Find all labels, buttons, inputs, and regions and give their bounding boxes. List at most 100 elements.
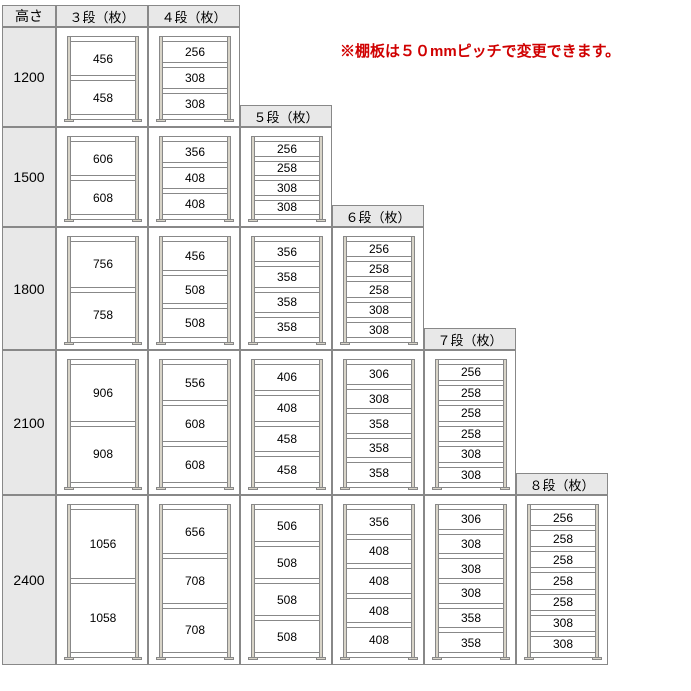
shelf-gap-label: 358 bbox=[277, 321, 297, 333]
rack-shelf bbox=[254, 541, 320, 547]
shelf-gap-label: 308 bbox=[461, 538, 481, 550]
rack-post bbox=[411, 504, 415, 658]
rack-shelf bbox=[162, 553, 228, 559]
rack: 356358358358 bbox=[251, 236, 323, 343]
shelf-gap-label: 458 bbox=[277, 433, 297, 445]
cell-2100-3: 906908 bbox=[56, 350, 148, 495]
col-header-8: ８段（枚） bbox=[516, 473, 608, 495]
rack-shelf bbox=[254, 214, 320, 220]
rack-post bbox=[159, 36, 163, 120]
height-label-1500: 1500 bbox=[2, 127, 56, 227]
shelf-gap-label: 408 bbox=[369, 545, 389, 557]
cell-2400-4: 656708708 bbox=[148, 495, 240, 665]
height-label-2400: 2400 bbox=[2, 495, 56, 665]
shelf-gap-label: 458 bbox=[93, 92, 113, 104]
rack-shelf bbox=[254, 451, 320, 457]
cell-2400-3: 10561058 bbox=[56, 495, 148, 665]
cell-1800-6: 256258258308308 bbox=[332, 227, 424, 350]
shelf-gap-label: 606 bbox=[93, 153, 113, 165]
rack-post bbox=[411, 236, 415, 343]
shelf-gap-label: 358 bbox=[461, 612, 481, 624]
rack-shelf bbox=[162, 400, 228, 406]
shelf-gap-label: 256 bbox=[461, 366, 481, 378]
shelf-gap-label: 258 bbox=[553, 575, 573, 587]
shelf-gap-label: 308 bbox=[277, 201, 297, 213]
shelf-gap-label: 456 bbox=[185, 250, 205, 262]
rack-shelf bbox=[162, 303, 228, 309]
shelf-gap-label: 258 bbox=[461, 407, 481, 419]
rack-shelf bbox=[346, 652, 412, 658]
cell-1200-3: 456 458 bbox=[56, 27, 148, 127]
shelf-gap-label: 358 bbox=[369, 418, 389, 430]
col-header-4: ４段（枚） bbox=[148, 5, 240, 27]
rack-shelf bbox=[254, 390, 320, 396]
shelf-gap-label: 508 bbox=[185, 284, 205, 296]
shelf-gap-label: 356 bbox=[369, 516, 389, 528]
cell-1500-4: 356408408 bbox=[148, 127, 240, 227]
shelf-gap-label: 258 bbox=[461, 387, 481, 399]
rack-shelf bbox=[530, 567, 596, 573]
rack-shelf bbox=[438, 553, 504, 559]
cell-2100-6: 306308358358358 bbox=[332, 350, 424, 495]
shelf-gap-label: 456 bbox=[93, 53, 113, 65]
cell-1800-3: 756758 bbox=[56, 227, 148, 350]
rack-shelf bbox=[162, 136, 228, 142]
shelf-gap-label: 708 bbox=[185, 575, 205, 587]
rack: 556608608 bbox=[159, 359, 231, 488]
rack: 656708708 bbox=[159, 504, 231, 658]
shelf-gap-label: 308 bbox=[185, 72, 205, 84]
rack-shelf bbox=[254, 615, 320, 621]
shelf-gap-label: 656 bbox=[185, 526, 205, 538]
rack-shelf bbox=[346, 317, 412, 323]
rack-shelf bbox=[346, 297, 412, 303]
rack-shelf bbox=[530, 504, 596, 510]
rack-shelf bbox=[70, 175, 136, 181]
rack-shelf bbox=[162, 88, 228, 94]
rack: 456508508 bbox=[159, 236, 231, 343]
rack: 256308308 bbox=[159, 36, 231, 120]
rack-shelf bbox=[346, 337, 412, 343]
rack-shelf bbox=[346, 534, 412, 540]
rack-shelf bbox=[254, 337, 320, 343]
rack-shelf bbox=[254, 312, 320, 318]
rack-post bbox=[227, 36, 231, 120]
shelf-gap-label: 358 bbox=[277, 271, 297, 283]
rack: 256258308308 bbox=[251, 136, 323, 220]
rack-shelf bbox=[70, 136, 136, 142]
rack-shelf bbox=[346, 276, 412, 282]
rack-shelf bbox=[70, 337, 136, 343]
shelf-gap-label: 358 bbox=[277, 296, 297, 308]
rack-shelf bbox=[70, 287, 136, 293]
shelf-gap-label: 308 bbox=[185, 98, 205, 110]
rack-shelf bbox=[438, 380, 504, 386]
rack-shelf bbox=[70, 114, 136, 120]
cell-2100-7: 256258258258308308 bbox=[424, 350, 516, 495]
shelf-gap-label: 258 bbox=[369, 284, 389, 296]
rack: 356408408 bbox=[159, 136, 231, 220]
shelf-gap-label: 258 bbox=[369, 263, 389, 275]
cell-1800-4: 456508508 bbox=[148, 227, 240, 350]
rack-shelf bbox=[346, 384, 412, 390]
shelf-gap-label: 256 bbox=[553, 512, 573, 524]
rack-post bbox=[227, 359, 231, 488]
height-label-1800: 1800 bbox=[2, 227, 56, 350]
rack-shelf bbox=[346, 622, 412, 628]
cell-2400-5: 506508508508 bbox=[240, 495, 332, 665]
shelf-gap-label: 256 bbox=[369, 243, 389, 255]
rack-shelf bbox=[346, 457, 412, 463]
rack-shelf bbox=[438, 578, 504, 584]
rack: 456 458 bbox=[67, 36, 139, 120]
rack: 406408458458 bbox=[251, 359, 323, 488]
rack-shelf bbox=[162, 162, 228, 168]
shelf-gap-label: 408 bbox=[369, 575, 389, 587]
rack-shelf bbox=[162, 504, 228, 510]
rack-shelf bbox=[346, 408, 412, 414]
rack-shelf bbox=[346, 563, 412, 569]
cell-1500-5: 256258308308 bbox=[240, 127, 332, 227]
rack: 756758 bbox=[67, 236, 139, 343]
rack-shelf bbox=[162, 270, 228, 276]
shelf-gap-label: 758 bbox=[93, 309, 113, 321]
shelf-gap-label: 258 bbox=[277, 162, 297, 174]
cell-2400-7: 306308308308358358 bbox=[424, 495, 516, 665]
rack-shelf bbox=[162, 337, 228, 343]
